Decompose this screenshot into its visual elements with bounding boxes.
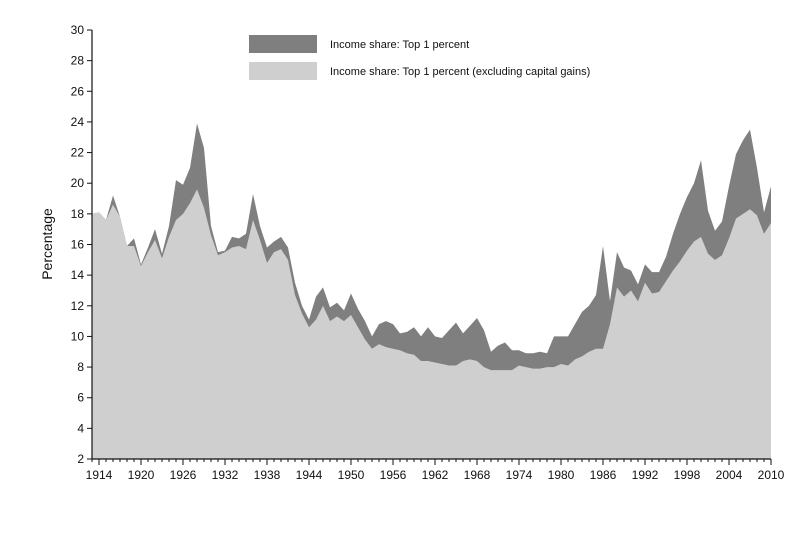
x-tick-label: 2004 xyxy=(716,468,743,482)
y-tick-label: 26 xyxy=(71,84,85,98)
y-tick-label: 6 xyxy=(77,391,84,405)
x-tick-label: 1944 xyxy=(296,468,323,482)
legend-label-2: Income share: Top 1 percent (excluding c… xyxy=(330,66,590,78)
x-tick-label: 1914 xyxy=(86,468,113,482)
y-tick-label: 8 xyxy=(77,360,84,374)
x-tick-label: 1926 xyxy=(170,468,197,482)
x-tick-label: 1938 xyxy=(254,468,281,482)
x-tick-label: 1986 xyxy=(590,468,617,482)
x-tick-label: 1968 xyxy=(464,468,491,482)
x-tick-label: 1950 xyxy=(338,468,365,482)
x-tick-label: 1998 xyxy=(674,468,701,482)
x-tick-label: 1932 xyxy=(212,468,239,482)
x-tick-label: 1962 xyxy=(422,468,449,482)
y-tick-label: 30 xyxy=(71,23,85,37)
y-tick-label: 20 xyxy=(71,176,85,190)
y-tick-label: 24 xyxy=(71,115,85,129)
y-tick-label: 16 xyxy=(71,238,85,252)
legend: Income share: Top 1 percent Income share:… xyxy=(249,35,590,80)
x-tick-label: 1974 xyxy=(506,468,533,482)
y-tick-label: 14 xyxy=(71,268,85,282)
x-tick-label: 1920 xyxy=(128,468,155,482)
area-layer xyxy=(92,123,771,460)
x-tick-label: 2010 xyxy=(758,468,785,482)
x-tick-label: 1992 xyxy=(632,468,659,482)
y-tick-label: 22 xyxy=(71,146,85,160)
y-tick-label: 2 xyxy=(77,452,84,466)
x-tick-label: 1980 xyxy=(548,468,575,482)
y-tick-label: 12 xyxy=(71,299,85,313)
y-tick-label: 10 xyxy=(71,329,85,343)
area-series-2 xyxy=(92,189,771,459)
legend-label-1: Income share: Top 1 percent xyxy=(330,39,469,51)
y-tick-label: 18 xyxy=(71,207,85,221)
y-tick-label: 4 xyxy=(77,421,84,435)
legend-swatch-2 xyxy=(249,62,317,80)
y-axis-title: Percentage xyxy=(39,208,55,280)
legend-swatch-1 xyxy=(249,35,317,53)
y-tick-label: 28 xyxy=(71,54,85,68)
x-axis-ticks: 1914 1920 1926 1932 1938 1944 1950 1956 1962 1968… xyxy=(86,459,785,482)
x-tick-label: 1956 xyxy=(380,468,407,482)
